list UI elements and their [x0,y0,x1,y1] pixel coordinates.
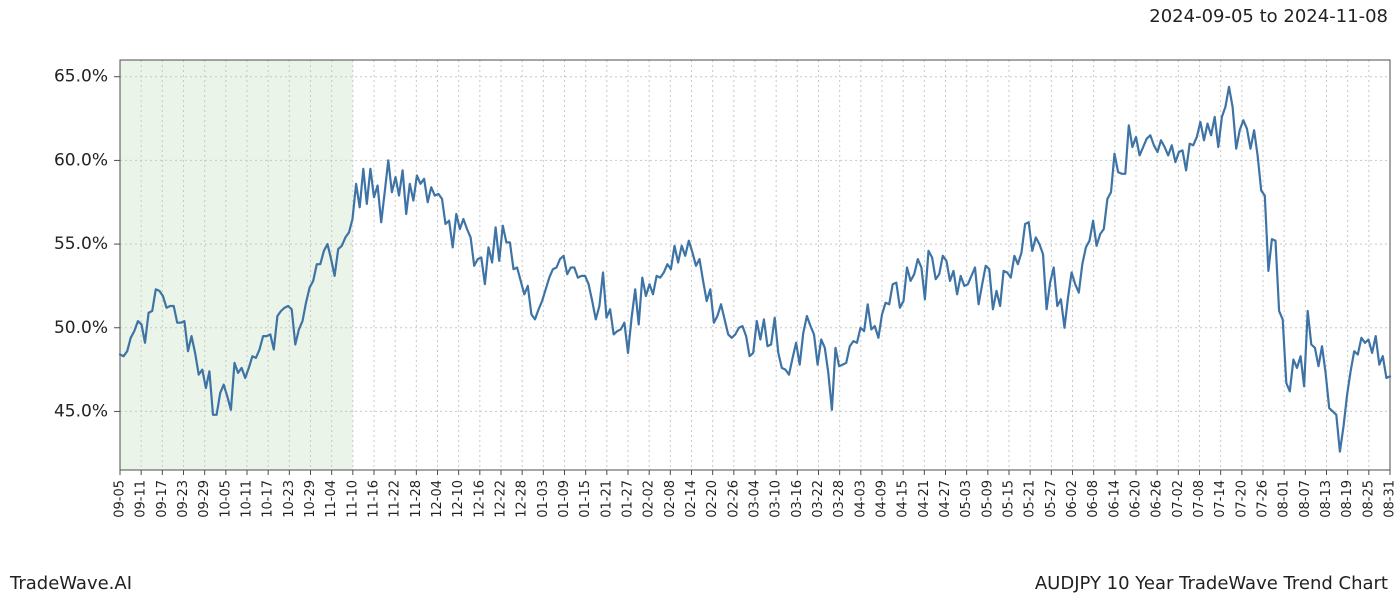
svg-text:50.0%: 50.0% [54,318,108,338]
svg-text:55.0%: 55.0% [54,234,108,254]
svg-text:12-22: 12-22 [494,480,509,518]
svg-text:07-08: 07-08 [1192,480,1207,518]
svg-text:05-03: 05-03 [959,480,974,518]
svg-text:12-04: 12-04 [430,480,445,518]
svg-text:03-10: 03-10 [769,480,784,518]
chart-container: 45.0% 50.0% 55.0% 60.0% 65.0% 09-05 09-11 09-17… [0,30,1400,550]
svg-text:65.0%: 65.0% [54,67,108,87]
svg-text:11-22: 11-22 [388,480,403,518]
svg-text:01-09: 01-09 [557,480,572,518]
svg-text:02-08: 02-08 [663,480,678,518]
svg-text:06-02: 06-02 [1065,480,1080,518]
svg-text:09-29: 09-29 [197,480,212,518]
svg-text:05-09: 05-09 [980,480,995,518]
svg-text:60.0%: 60.0% [54,150,108,170]
svg-text:01-27: 01-27 [621,480,636,518]
svg-text:06-26: 06-26 [1150,480,1165,518]
svg-text:06-08: 06-08 [1086,480,1101,518]
svg-text:08-25: 08-25 [1361,480,1376,518]
svg-text:11-04: 11-04 [324,480,339,518]
svg-text:07-26: 07-26 [1256,480,1271,518]
svg-text:09-17: 09-17 [155,480,170,518]
svg-text:08-13: 08-13 [1319,480,1334,518]
svg-text:01-15: 01-15 [578,480,593,518]
svg-text:10-23: 10-23 [282,480,297,518]
svg-text:11-10: 11-10 [345,480,360,518]
svg-text:04-27: 04-27 [938,480,953,518]
svg-text:08-31: 08-31 [1383,480,1398,518]
svg-text:09-11: 09-11 [134,480,149,518]
svg-text:05-27: 05-27 [1044,480,1059,518]
svg-text:08-01: 08-01 [1277,480,1292,518]
svg-text:02-02: 02-02 [642,480,657,518]
svg-text:04-09: 04-09 [875,480,890,518]
chart-title: AUDJPY 10 Year TradeWave Trend Chart [1035,573,1388,594]
svg-text:10-17: 10-17 [261,480,276,518]
svg-text:05-21: 05-21 [1023,480,1038,518]
svg-text:02-14: 02-14 [684,480,699,518]
svg-text:10-05: 10-05 [218,480,233,518]
svg-text:03-22: 03-22 [811,480,826,518]
svg-text:45.0%: 45.0% [54,401,108,421]
svg-text:12-28: 12-28 [515,480,530,518]
svg-text:11-28: 11-28 [409,480,424,518]
svg-text:01-21: 01-21 [599,480,614,518]
svg-text:08-19: 08-19 [1340,480,1355,518]
svg-text:09-05: 09-05 [113,480,128,518]
svg-text:07-20: 07-20 [1234,480,1249,518]
svg-text:02-26: 02-26 [726,480,741,518]
svg-text:12-16: 12-16 [472,480,487,518]
svg-text:07-14: 07-14 [1213,480,1228,518]
svg-text:03-16: 03-16 [790,480,805,518]
svg-text:08-07: 08-07 [1298,480,1313,518]
svg-text:12-10: 12-10 [451,480,466,518]
svg-text:07-02: 07-02 [1171,480,1186,518]
svg-text:11-16: 11-16 [367,480,382,518]
svg-text:10-11: 10-11 [240,480,255,518]
svg-text:06-20: 06-20 [1129,480,1144,518]
svg-text:03-04: 03-04 [748,480,763,518]
svg-text:06-14: 06-14 [1107,480,1122,518]
svg-text:04-15: 04-15 [896,480,911,518]
brand-label: TradeWave.AI [10,573,132,594]
svg-text:05-15: 05-15 [1002,480,1017,518]
svg-text:04-21: 04-21 [917,480,932,518]
svg-text:10-29: 10-29 [303,480,318,518]
svg-text:04-03: 04-03 [853,480,868,518]
svg-text:09-23: 09-23 [176,480,191,518]
trend-chart: 45.0% 50.0% 55.0% 60.0% 65.0% 09-05 09-11 09-17… [0,30,1400,550]
svg-text:02-20: 02-20 [705,480,720,518]
svg-text:01-03: 01-03 [536,480,551,518]
date-range-label: 2024-09-05 to 2024-11-08 [1149,6,1388,27]
svg-text:03-28: 03-28 [832,480,847,518]
